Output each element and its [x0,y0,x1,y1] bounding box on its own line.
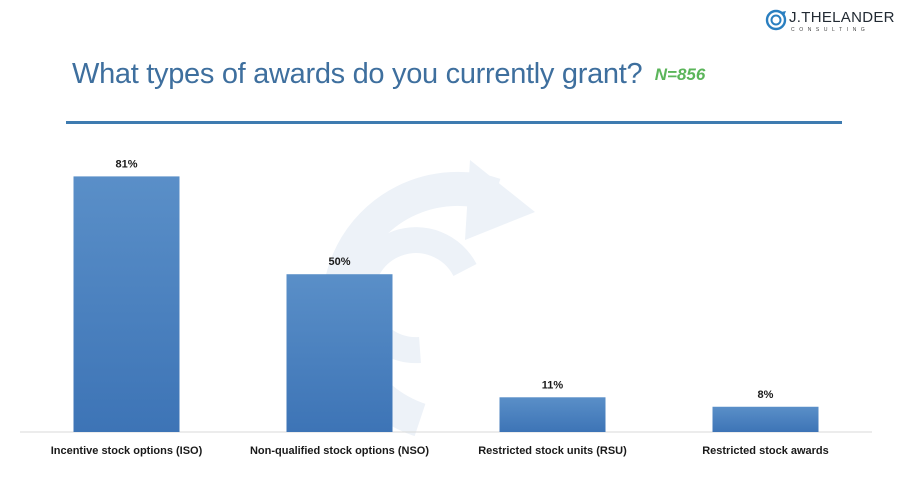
logo-name: J.THELANDER [789,9,895,26]
category-label-4: Restricted stock awards [702,445,829,457]
bar-4 [712,406,819,432]
bar-value-label-1: 81% [115,158,137,170]
chart-title: What types of awards do you currently gr… [72,58,643,90]
bar-1 [73,176,180,432]
bar-2 [286,274,393,432]
bar-value-label-2: 50% [328,256,350,268]
bar-value-label-4: 8% [758,389,774,401]
title-divider [66,121,842,124]
category-label-3: Restricted stock units (RSU) [478,445,627,457]
spiral-logo-icon [765,9,787,31]
sample-size-label: N=856 [654,65,706,84]
logo-subtitle: CONSULTING [791,27,870,33]
company-logo: J.THELANDER CONSULTING [765,8,895,34]
category-label-2: Non-qualified stock options (NSO) [250,445,429,457]
chart-title-row: What types of awards do you currently gr… [72,58,705,91]
bar-value-label-3: 11% [542,379,564,391]
bar-3 [499,397,606,432]
category-label-1: Incentive stock options (ISO) [51,445,203,457]
